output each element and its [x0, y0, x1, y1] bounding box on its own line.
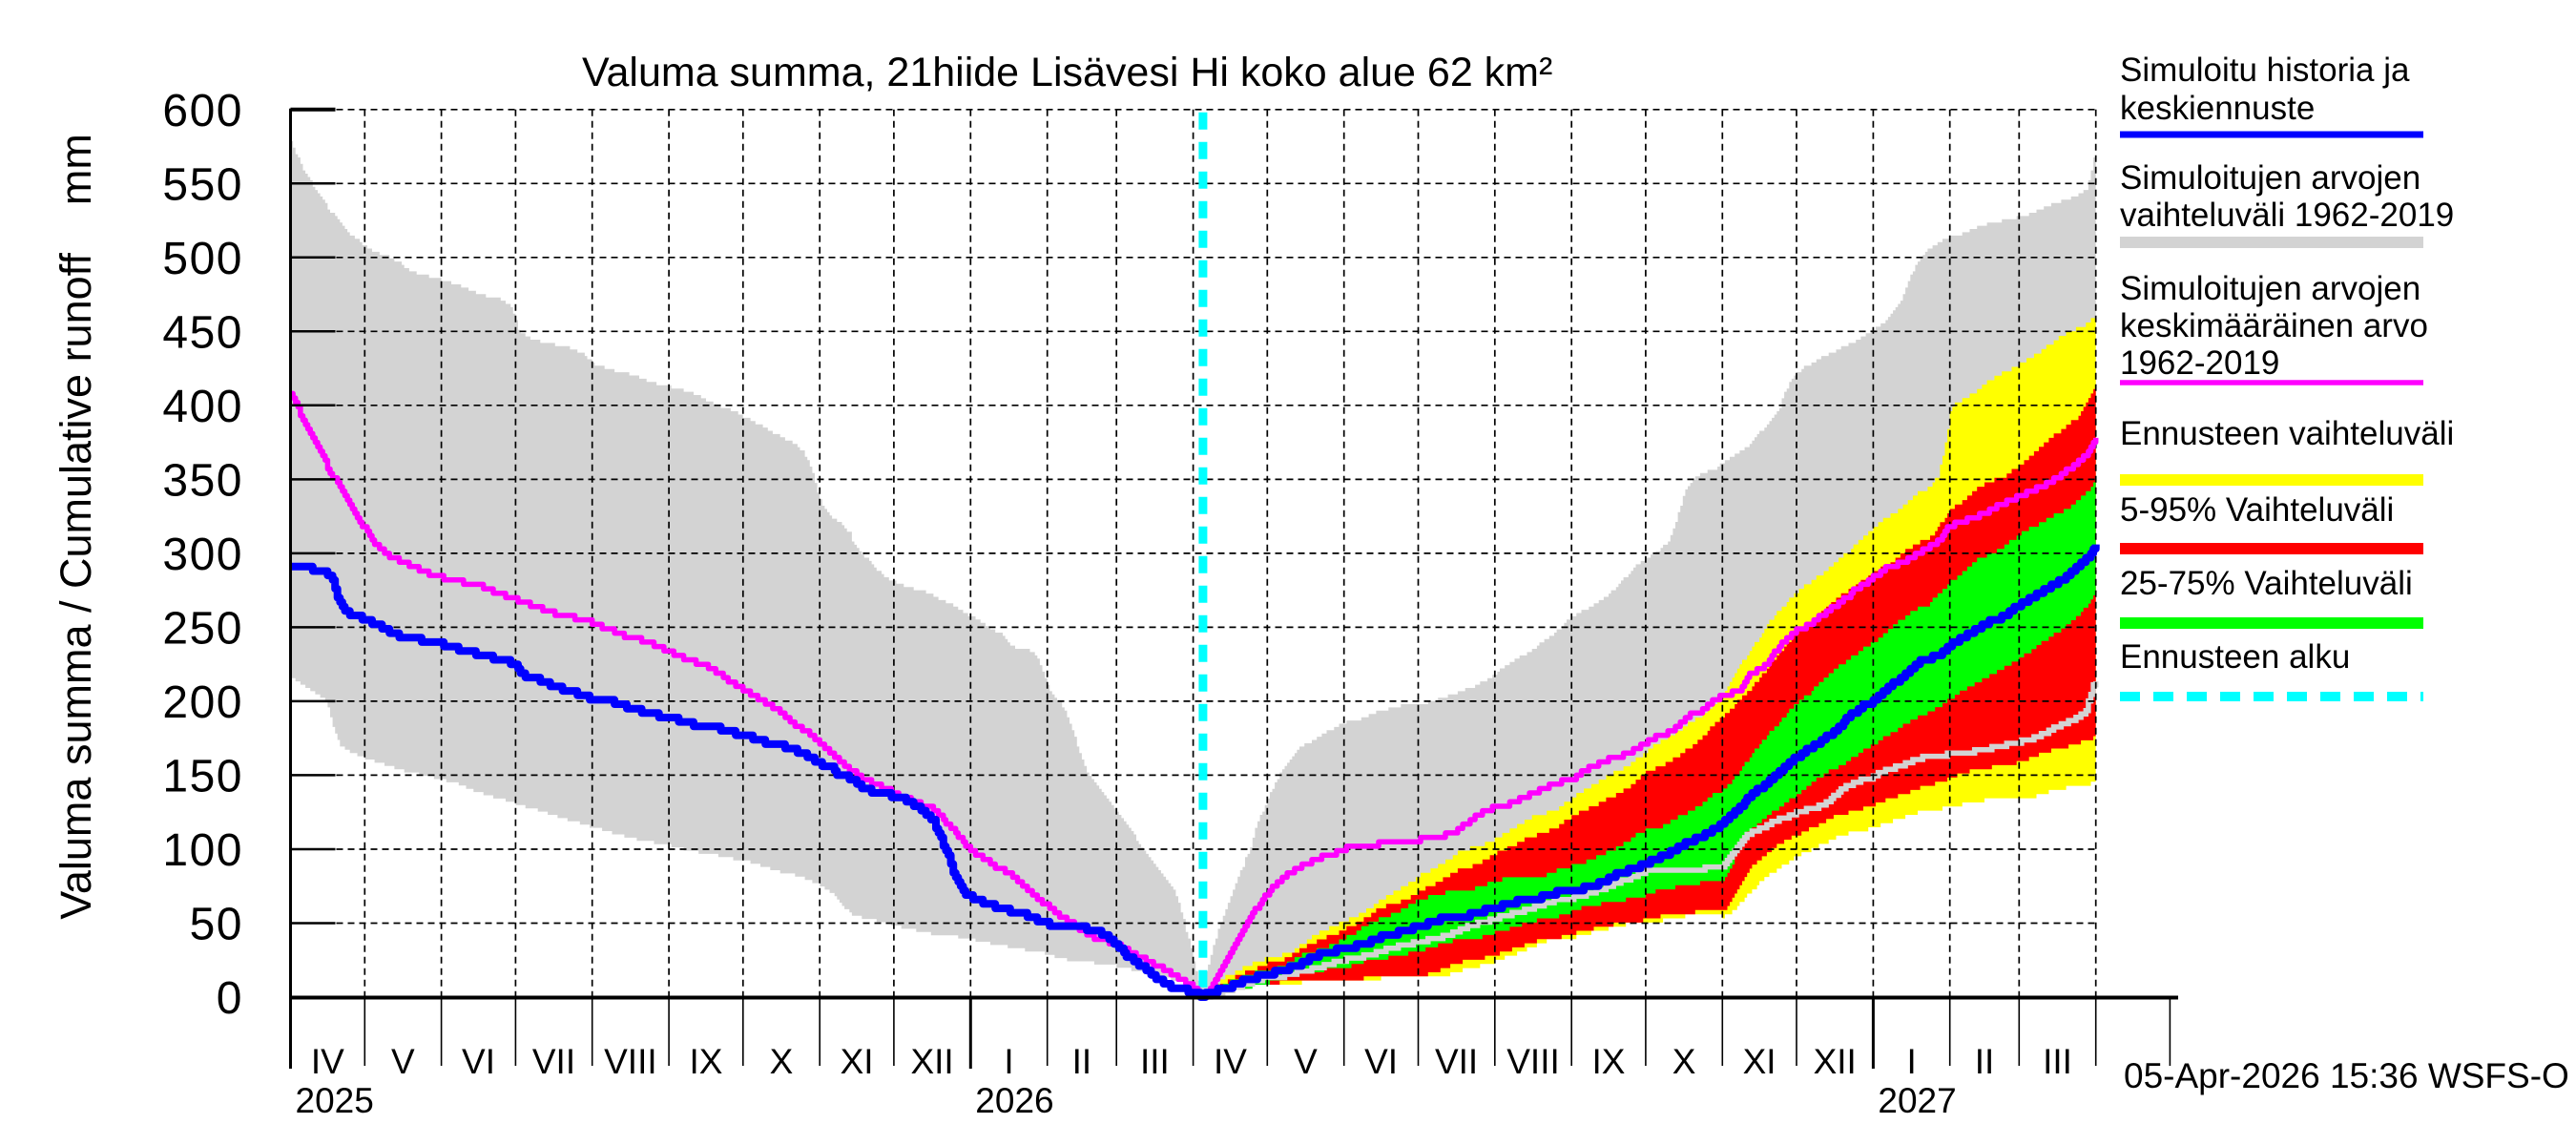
- svg-text:IV: IV: [1214, 1042, 1247, 1081]
- svg-text:V: V: [1294, 1042, 1318, 1081]
- svg-text:keskiennuste: keskiennuste: [2120, 90, 2315, 127]
- svg-text:XI: XI: [841, 1042, 874, 1081]
- svg-text:X: X: [1672, 1042, 1696, 1081]
- svg-text:X: X: [770, 1042, 794, 1081]
- svg-text:Ennusteen alku: Ennusteen alku: [2120, 638, 2350, 676]
- svg-text:550: 550: [162, 159, 243, 210]
- svg-text:II: II: [1975, 1042, 1995, 1081]
- svg-text:0: 0: [217, 973, 243, 1024]
- svg-text:IX: IX: [690, 1042, 723, 1081]
- svg-text:VI: VI: [1364, 1042, 1398, 1081]
- svg-text:2025: 2025: [296, 1081, 374, 1120]
- svg-text:5-95% Vaihteluväli: 5-95% Vaihteluväli: [2120, 491, 2394, 529]
- svg-text:Simuloitu historia ja: Simuloitu historia ja: [2120, 52, 2410, 89]
- svg-text:350: 350: [162, 455, 243, 506]
- svg-text:2027: 2027: [1878, 1081, 1956, 1120]
- svg-text:VIII: VIII: [604, 1042, 657, 1081]
- svg-text:Ennusteen vaihteluväli: Ennusteen vaihteluväli: [2120, 415, 2454, 452]
- svg-text:VII: VII: [532, 1042, 575, 1081]
- svg-text:50: 50: [190, 900, 243, 950]
- svg-text:450: 450: [162, 307, 243, 358]
- svg-text:500: 500: [162, 234, 243, 284]
- svg-text:VIII: VIII: [1506, 1042, 1560, 1081]
- svg-text:III: III: [1140, 1042, 1170, 1081]
- svg-text:150: 150: [162, 751, 243, 802]
- svg-text:VI: VI: [462, 1042, 495, 1081]
- svg-text:XII: XII: [1814, 1042, 1857, 1081]
- svg-text:XI: XI: [1743, 1042, 1776, 1081]
- svg-text:05-Apr-2026 15:36 WSFS-O: 05-Apr-2026 15:36 WSFS-O: [2124, 1056, 2569, 1095]
- svg-text:Simuloitujen arvojen: Simuloitujen arvojen: [2120, 270, 2420, 307]
- svg-text:Valuma summa / Cumulative runo: Valuma summa / Cumulative runoff mm: [52, 134, 100, 920]
- svg-text:25-75% Vaihteluväli: 25-75% Vaihteluväli: [2120, 565, 2413, 602]
- svg-text:I: I: [1906, 1042, 1916, 1081]
- svg-text:100: 100: [162, 825, 243, 876]
- svg-text:keskimääräinen arvo: keskimääräinen arvo: [2120, 307, 2428, 344]
- svg-text:400: 400: [162, 382, 243, 432]
- svg-text:III: III: [2043, 1042, 2072, 1081]
- svg-text:200: 200: [162, 677, 243, 728]
- svg-text:IV: IV: [311, 1042, 344, 1081]
- svg-text:2026: 2026: [975, 1081, 1053, 1120]
- svg-text:250: 250: [162, 603, 243, 654]
- svg-text:V: V: [391, 1042, 415, 1081]
- svg-text:XII: XII: [910, 1042, 953, 1081]
- svg-text:1962-2019: 1962-2019: [2120, 344, 2279, 382]
- svg-text:VII: VII: [1435, 1042, 1478, 1081]
- svg-text:IX: IX: [1592, 1042, 1626, 1081]
- svg-text:Simuloitujen arvojen: Simuloitujen arvojen: [2120, 159, 2420, 197]
- svg-text:600: 600: [162, 86, 243, 136]
- svg-text:vaihteluväli 1962-2019: vaihteluväli 1962-2019: [2120, 197, 2454, 234]
- svg-text:II: II: [1072, 1042, 1092, 1081]
- svg-text:300: 300: [162, 530, 243, 580]
- svg-text:I: I: [1004, 1042, 1013, 1081]
- svg-text:Valuma summa, 21hiide Lisävesi: Valuma summa, 21hiide Lisävesi Hi koko a…: [582, 50, 1552, 95]
